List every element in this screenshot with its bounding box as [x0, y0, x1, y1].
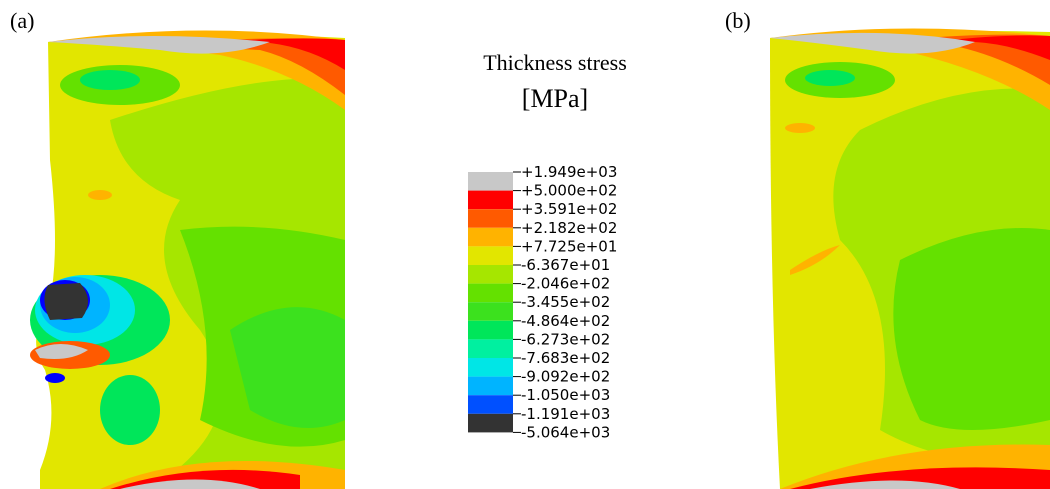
- legend-title: Thickness stress: [483, 50, 627, 75]
- legend-swatch: [468, 283, 513, 303]
- legend-label: +1.949e+03: [521, 163, 617, 181]
- legend-label: +2.182e+02: [521, 219, 617, 237]
- legend-swatch: [468, 358, 513, 377]
- legend-swatch: [468, 172, 513, 191]
- legend-label: +3.591e+02: [521, 200, 617, 218]
- legend-swatch: [468, 376, 513, 396]
- legend-label: +5.000e+02: [521, 182, 617, 200]
- legend-label: +7.725e+01: [521, 237, 617, 255]
- legend-swatch: [468, 227, 513, 247]
- legend-swatch: [468, 209, 513, 228]
- legend-swatch: [468, 265, 513, 284]
- legend-swatch: [468, 320, 513, 340]
- legend-swatch: [468, 339, 513, 358]
- legend-label: -5.064e+03: [521, 423, 610, 441]
- legend-unit: [MPa]: [522, 84, 588, 113]
- contour-plot-a: [30, 30, 345, 489]
- legend-label: -7.683e+02: [521, 349, 610, 367]
- legend-label: -2.046e+02: [521, 275, 610, 293]
- legend-label: -4.864e+02: [521, 312, 610, 330]
- legend-label: -1.191e+03: [521, 405, 610, 423]
- legend-swatch: [468, 246, 513, 265]
- legend: +1.949e+03+5.000e+02+3.591e+02+2.182e+02…: [468, 163, 617, 441]
- panel-label: (b): [725, 8, 751, 33]
- legend-label: -6.367e+01: [521, 256, 610, 274]
- panel-label: (a): [10, 8, 34, 33]
- legend-label: -6.273e+02: [521, 330, 610, 348]
- legend-label: -9.092e+02: [521, 368, 610, 386]
- legend-label: -1.050e+03: [521, 386, 610, 404]
- legend-swatch: [468, 302, 513, 321]
- legend-swatch: [468, 395, 513, 414]
- legend-label: -3.455e+02: [521, 293, 610, 311]
- contour-plot-b: [770, 28, 1050, 489]
- legend-swatch: [468, 190, 513, 210]
- legend-swatch: [468, 413, 513, 433]
